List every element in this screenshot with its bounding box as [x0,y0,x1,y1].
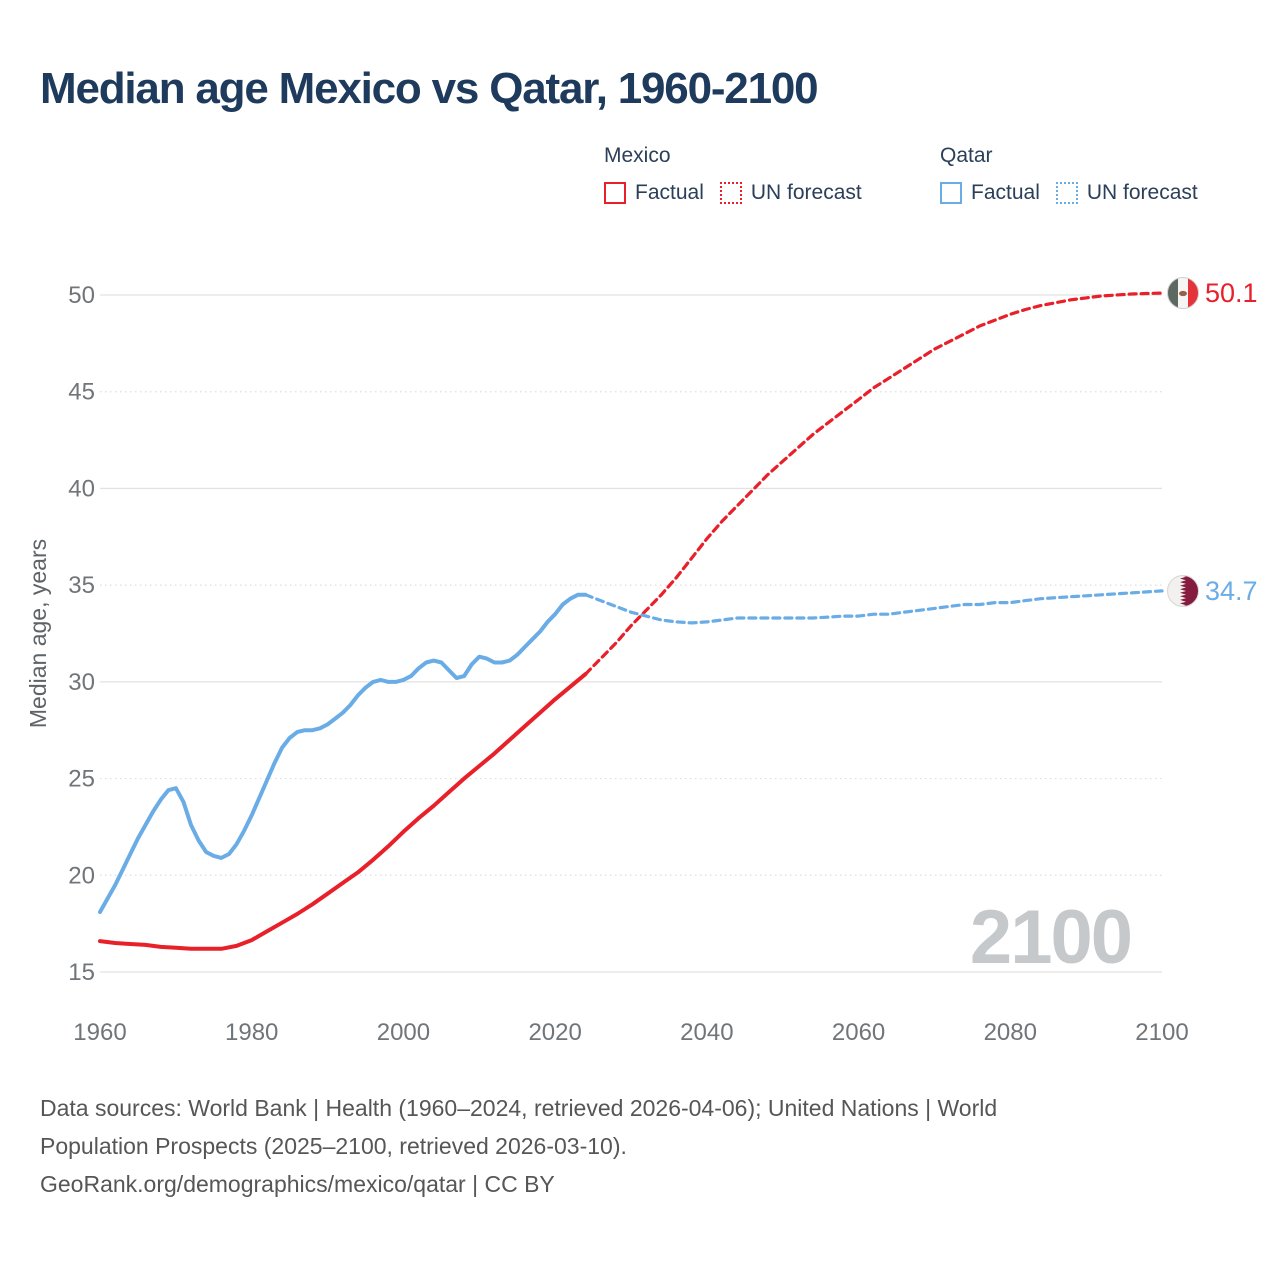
y-tick-label: 15 [68,959,95,986]
end-value-qatar: 34.7 [1205,576,1258,606]
x-tick-label: 2060 [832,1019,885,1046]
page-title: Median age Mexico vs Qatar, 1960-2100 [40,64,819,113]
y-tick-label: 25 [68,766,95,793]
x-tick-label: 2100 [1135,1019,1188,1046]
qatar-flag-icon [1167,575,1199,607]
legend-group-qatar: Qatar Factual UN forecast [940,144,1198,205]
y-tick-label: 40 [68,475,95,502]
footer-line: Data sources: World Bank | Health (1960–… [40,1095,998,1121]
legend-item-label: Factual [635,181,704,204]
legend-item-label: UN forecast [1086,181,1198,204]
mexico-flag-icon [1167,277,1199,309]
gridlines [100,294,1162,973]
x-tick-label: 2000 [377,1019,430,1046]
y-tick-label: 50 [68,282,95,309]
series-layer [98,291,1164,951]
legend-item-label: UN forecast [750,181,862,204]
footer: Data sources: World Bank | Health (1960–… [40,1089,997,1203]
y-tick-label: 30 [68,669,95,696]
legend-swatch-qatar-factual-icon [940,182,962,204]
end-labels-layer: 50.1 34.7 [1205,278,1258,606]
y-axis-title: Median age, years [25,539,51,728]
series-mexico-forecast [583,291,1164,676]
x-tick-label: 2080 [984,1019,1037,1046]
series-qatar-factual [98,592,588,914]
legend-item-label: Factual [971,181,1040,204]
legend-group-title: Mexico [604,144,671,167]
legend-group-mexico: Mexico Factual UN forecast [604,144,862,205]
axis-labels: 15 20 25 30 35 40 45 50 1960 1980 2000 2020 2040 2060… [25,282,1189,1046]
legend-swatch-qatar-forecast-icon [1055,182,1078,204]
x-tick-label: 1960 [73,1019,126,1046]
y-tick-label: 20 [68,862,95,889]
legend: Mexico Factual UN forecast Qatar Factual… [0,144,1280,234]
footer-line: Population Prospects (2025–2100, retriev… [40,1133,627,1159]
series-mexico-factual [98,672,588,951]
series-qatar-forecast [583,589,1164,625]
x-tick-label: 2020 [528,1019,581,1046]
x-tick-label: 2040 [680,1019,733,1046]
y-tick-label: 35 [68,572,95,599]
x-tick-label: 1980 [225,1019,278,1046]
end-value-mexico: 50.1 [1205,278,1258,308]
watermark-layer: 2100 [970,895,1133,980]
footer-line: GeoRank.org/demographics/mexico/qatar | … [40,1171,555,1197]
legend-group-title: Qatar [940,144,993,167]
y-tick-label: 45 [68,379,95,406]
legend-swatch-mexico-forecast-icon [719,182,742,204]
legend-swatch-mexico-factual-icon [604,182,626,204]
watermark-year: 2100 [970,895,1131,980]
